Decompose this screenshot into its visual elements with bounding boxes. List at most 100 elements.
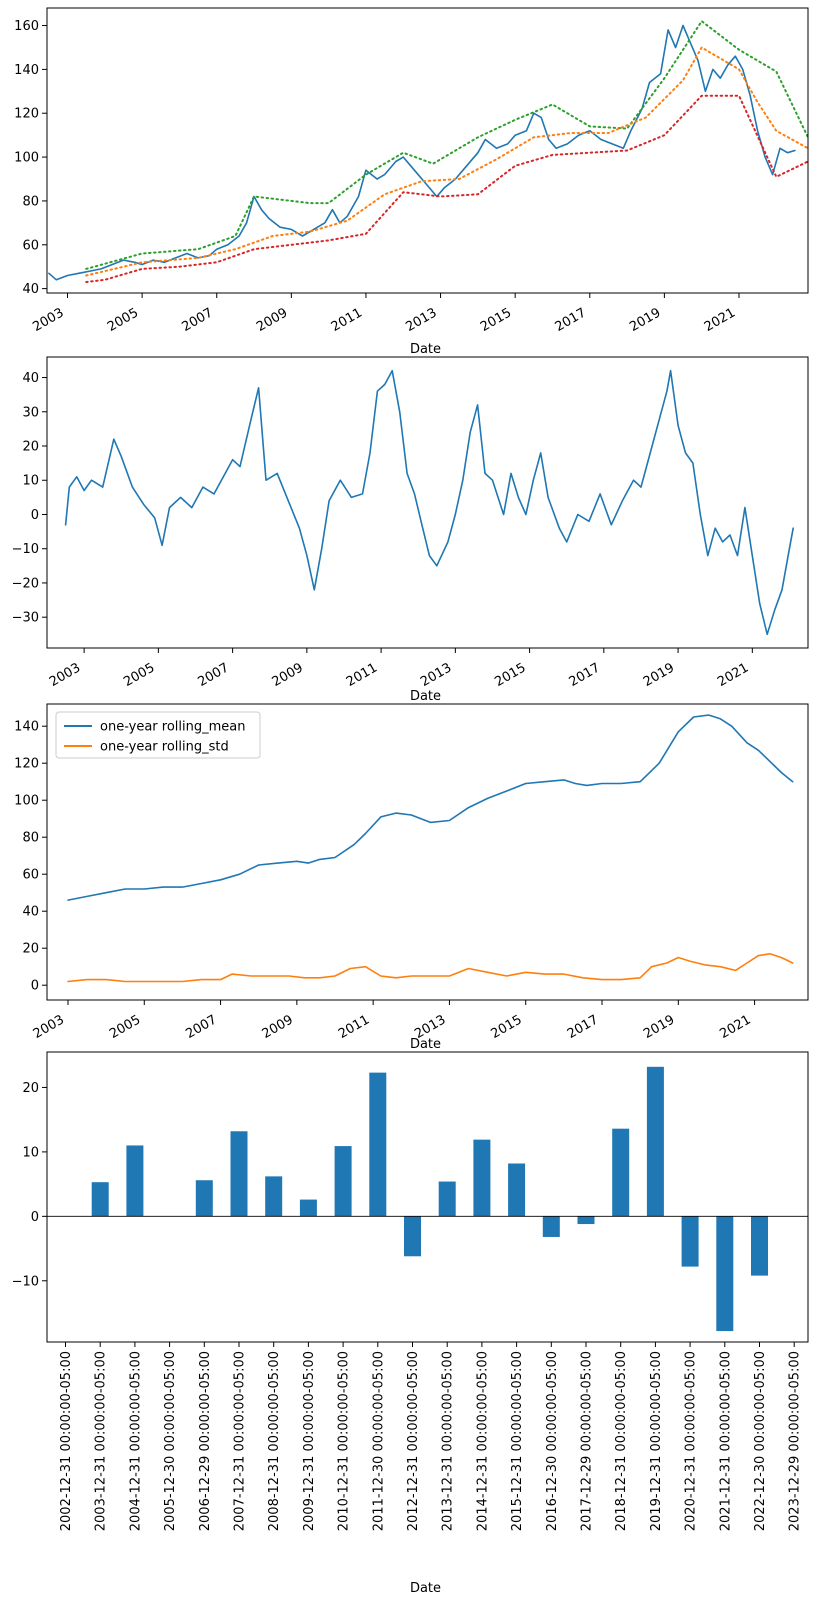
x-tick-label: 2017-12-29 00:00:00-05:00 — [580, 1351, 595, 1531]
bar — [681, 1216, 699, 1267]
deviation-chart: 40 30 20 10 0 −10 −20 −30 2003 2005 2007 2009 2011 20… — [12, 356, 809, 704]
y-tick-label: 140 — [14, 720, 39, 735]
bar — [299, 1199, 317, 1217]
x-tick-label: 2002-12-31 00:00:00-05:00 — [59, 1351, 74, 1531]
x-tick-label: 2003 — [47, 660, 83, 690]
x-tick-label: 2015 — [478, 305, 514, 335]
series-line-2 — [85, 46, 809, 277]
x-tick-label: 2013 — [418, 660, 454, 690]
x-tick-label: 2014-12-31 00:00:00-05:00 — [475, 1351, 490, 1531]
x-axis-label: Date — [410, 689, 441, 704]
y-tick-label: 0 — [31, 979, 39, 994]
x-tick-label: 2007 — [183, 1012, 219, 1042]
series-line-0 — [67, 714, 794, 901]
bar — [646, 1066, 664, 1217]
series-line-0 — [48, 24, 796, 281]
y-tick-label: 120 — [14, 757, 39, 772]
y-tick-label: 0 — [31, 1210, 39, 1225]
bar — [542, 1216, 560, 1237]
y-tick-label: −20 — [12, 576, 39, 591]
x-tick-label: 2007-12-31 00:00:00-05:00 — [233, 1351, 248, 1531]
x-tick-label: 2019 — [641, 660, 677, 690]
y-tick-label: 40 — [22, 905, 39, 920]
y-tick-label: −30 — [12, 611, 39, 626]
bar — [508, 1163, 526, 1217]
x-tick-label: 2011 — [329, 305, 365, 335]
y-tick-label: 80 — [22, 831, 39, 846]
bar — [91, 1182, 109, 1217]
legend-label-0: one-year rolling_mean — [100, 720, 246, 735]
x-tick-label: 2005 — [107, 1012, 143, 1042]
x-tick-label: 2011-12-30 00:00:00-05:00 — [371, 1351, 386, 1531]
x-tick-label: 2021-12-31 00:00:00-05:00 — [718, 1351, 733, 1531]
x-tick-label: 2007 — [180, 305, 216, 335]
y-tick-label: 10 — [22, 474, 39, 489]
x-tick-label: 2015 — [492, 660, 528, 690]
bar — [230, 1131, 248, 1217]
x-tick-label: 2015-12-31 00:00:00-05:00 — [510, 1351, 525, 1531]
x-tick-label: 2017 — [567, 660, 603, 690]
x-tick-label: 2005-12-30 00:00:00-05:00 — [163, 1351, 178, 1531]
bar — [126, 1145, 144, 1217]
x-tick-label: 2006-12-29 00:00:00-05:00 — [198, 1351, 213, 1531]
bar — [404, 1216, 421, 1257]
x-tick-label: 2003-12-31 00:00:00-05:00 — [94, 1351, 109, 1531]
x-tick-label: 2022-12-30 00:00:00-05:00 — [753, 1351, 768, 1531]
x-tick-label: 2009 — [260, 1012, 296, 1042]
x-tick-label: 2019 — [627, 305, 663, 335]
x-tick-label: 2015 — [489, 1012, 525, 1042]
x-tick-label: 2005 — [121, 660, 157, 690]
axes-frame — [46, 7, 809, 294]
x-tick-label: 2009 — [254, 305, 290, 335]
annual-bar-chart: 20 10 0 −10 2002-12-31 00:00:00-05:00 2003-12… — [12, 1051, 809, 1596]
y-tick-label: 10 — [22, 1145, 39, 1160]
axes-frame — [46, 1051, 809, 1343]
y-tick-label: −10 — [12, 542, 39, 557]
x-tick-label: 2011 — [344, 660, 380, 690]
bar — [473, 1139, 491, 1217]
series-line-1 — [85, 20, 809, 270]
series-line-1 — [67, 953, 794, 983]
y-tick-label: 160 — [14, 19, 39, 34]
x-tick-label: 2020-12-31 00:00:00-05:00 — [684, 1351, 699, 1531]
series-line-0 — [64, 369, 794, 636]
y-tick-label: 40 — [22, 371, 39, 386]
y-tick-label: 80 — [22, 194, 39, 209]
y-tick-label: 60 — [22, 238, 39, 253]
x-axis-label: Date — [410, 342, 441, 357]
x-tick-label: 2023-12-29 00:00:00-05:00 — [788, 1351, 803, 1531]
y-tick-label: −10 — [12, 1274, 39, 1289]
x-tick-label: 2004-12-31 00:00:00-05:00 — [128, 1351, 143, 1531]
bar — [195, 1180, 213, 1217]
x-tick-label: 2003 — [30, 305, 66, 335]
y-tick-label: 20 — [22, 440, 39, 455]
y-tick-label: 20 — [22, 942, 39, 957]
bar — [369, 1072, 387, 1217]
legend-label-1: one-year rolling_std — [100, 740, 229, 755]
y-tick-label: 20 — [22, 1081, 39, 1096]
series-line-3 — [85, 94, 809, 283]
axes-frame — [46, 356, 809, 649]
x-tick-label: 2016-12-30 00:00:00-05:00 — [545, 1351, 560, 1531]
bar — [716, 1216, 734, 1332]
x-tick-label: 2009 — [270, 660, 306, 690]
bar — [577, 1216, 595, 1225]
x-tick-label: 2021 — [717, 1012, 753, 1042]
x-tick-label: 2010-12-31 00:00:00-05:00 — [337, 1351, 352, 1531]
x-tick-label: 2013 — [403, 305, 439, 335]
y-tick-label: 40 — [22, 282, 39, 297]
x-tick-label: 2007 — [195, 660, 231, 690]
x-tick-label: 2012-12-31 00:00:00-05:00 — [406, 1351, 421, 1531]
y-tick-label: 100 — [14, 794, 39, 809]
x-tick-label: 2011 — [336, 1012, 372, 1042]
x-tick-label: 2005 — [105, 305, 141, 335]
x-tick-label: 2018-12-31 00:00:00-05:00 — [614, 1351, 629, 1531]
y-tick-label: 140 — [14, 63, 39, 78]
y-tick-label: 120 — [14, 107, 39, 122]
x-axis-label: Date — [410, 1581, 441, 1596]
bar — [265, 1176, 283, 1217]
y-tick-label: 30 — [22, 405, 39, 420]
y-tick-label: 60 — [22, 868, 39, 883]
x-tick-label: 2019-12-31 00:00:00-05:00 — [649, 1351, 664, 1531]
